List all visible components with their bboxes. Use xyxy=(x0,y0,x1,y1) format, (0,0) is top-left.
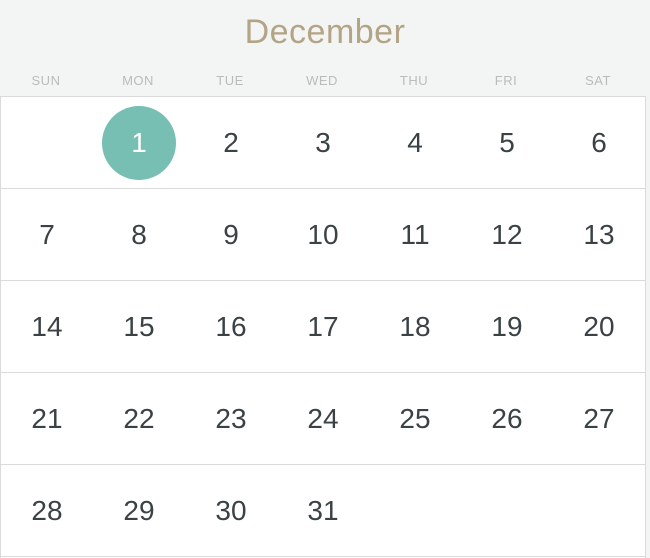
day-cell-1[interactable]: 1 xyxy=(93,97,185,189)
day-number: 4 xyxy=(407,127,423,158)
day-cell-4[interactable]: 4 xyxy=(369,97,461,189)
day-number: 21 xyxy=(31,403,63,434)
day-cell-24[interactable]: 24 xyxy=(277,373,369,465)
weekday-row: SUN MON TUE WED THU FRI SAT xyxy=(0,64,644,96)
week-row: 14 15 16 17 18 19 20 xyxy=(1,280,645,372)
empty-day-cell xyxy=(553,465,645,557)
day-number: 8 xyxy=(131,219,147,250)
day-cell-25[interactable]: 25 xyxy=(369,373,461,465)
day-cell-11[interactable]: 11 xyxy=(369,189,461,281)
empty-day-cell xyxy=(1,97,93,189)
day-number: 25 xyxy=(399,403,431,434)
day-number: 24 xyxy=(307,403,339,434)
day-number: 9 xyxy=(223,219,239,250)
day-cell-29[interactable]: 29 xyxy=(93,465,185,557)
day-number: 28 xyxy=(31,495,63,526)
day-cell-27[interactable]: 27 xyxy=(553,373,645,465)
day-cell-10[interactable]: 10 xyxy=(277,189,369,281)
day-cell-9[interactable]: 9 xyxy=(185,189,277,281)
day-number: 29 xyxy=(123,495,155,526)
day-number: 27 xyxy=(583,403,615,434)
day-cell-17[interactable]: 17 xyxy=(277,281,369,373)
weekday-fri: FRI xyxy=(494,72,518,88)
day-cell-28[interactable]: 28 xyxy=(1,465,93,557)
day-number: 30 xyxy=(215,495,247,526)
day-cell-21[interactable]: 21 xyxy=(1,373,93,465)
day-number: 7 xyxy=(39,219,55,250)
day-number: 3 xyxy=(315,127,331,158)
day-number: 26 xyxy=(491,403,523,434)
day-number: 15 xyxy=(123,311,155,342)
day-number: 20 xyxy=(583,311,615,342)
week-row: 1 2 3 4 5 6 xyxy=(1,96,645,188)
weekday-thu: THU xyxy=(399,72,429,88)
week-row: 7 8 9 10 11 12 13 xyxy=(1,188,645,280)
weekday-wed: WED xyxy=(306,72,338,88)
day-number: 5 xyxy=(499,127,515,158)
day-cell-22[interactable]: 22 xyxy=(93,373,185,465)
weekday-mon: MON xyxy=(122,72,154,88)
day-number: 17 xyxy=(307,311,339,342)
day-number: 12 xyxy=(491,219,523,250)
day-number: 1 xyxy=(102,106,176,180)
weekday-tue: TUE xyxy=(216,72,244,88)
day-cell-14[interactable]: 14 xyxy=(1,281,93,373)
day-cell-13[interactable]: 13 xyxy=(553,189,645,281)
day-number: 31 xyxy=(307,495,339,526)
day-number: 13 xyxy=(583,219,615,250)
week-row: 28 29 30 31 xyxy=(1,464,645,557)
day-number: 14 xyxy=(31,311,63,342)
day-cell-12[interactable]: 12 xyxy=(461,189,553,281)
day-cell-3[interactable]: 3 xyxy=(277,97,369,189)
empty-day-cell xyxy=(369,465,461,557)
day-number: 6 xyxy=(591,127,607,158)
day-cell-7[interactable]: 7 xyxy=(1,189,93,281)
day-cell-5[interactable]: 5 xyxy=(461,97,553,189)
week-row: 21 22 23 24 25 26 27 xyxy=(1,372,645,464)
day-cell-30[interactable]: 30 xyxy=(185,465,277,557)
day-cell-16[interactable]: 16 xyxy=(185,281,277,373)
day-number: 23 xyxy=(215,403,247,434)
day-cell-8[interactable]: 8 xyxy=(93,189,185,281)
day-cell-19[interactable]: 19 xyxy=(461,281,553,373)
day-cell-23[interactable]: 23 xyxy=(185,373,277,465)
day-grid: 1 2 3 4 5 6 7 8 9 10 11 12 13 14 15 16 17 18 19 20 21 22 23 24 2… xyxy=(0,96,646,558)
day-cell-15[interactable]: 15 xyxy=(93,281,185,373)
day-number: 2 xyxy=(223,127,239,158)
day-number: 10 xyxy=(307,219,339,250)
day-cell-26[interactable]: 26 xyxy=(461,373,553,465)
day-cell-2[interactable]: 2 xyxy=(185,97,277,189)
weekday-sun: SUN xyxy=(31,72,61,88)
day-cell-18[interactable]: 18 xyxy=(369,281,461,373)
calendar-header: December xyxy=(0,0,650,64)
day-number: 19 xyxy=(491,311,523,342)
day-number: 11 xyxy=(400,219,430,250)
day-number: 18 xyxy=(399,311,431,342)
day-cell-6[interactable]: 6 xyxy=(553,97,645,189)
day-number: 16 xyxy=(215,311,247,342)
day-cell-20[interactable]: 20 xyxy=(553,281,645,373)
month-title: December xyxy=(244,12,406,51)
weekday-sat: SAT xyxy=(585,72,611,88)
empty-day-cell xyxy=(461,465,553,557)
day-number: 22 xyxy=(123,403,155,434)
day-cell-31[interactable]: 31 xyxy=(277,465,369,557)
